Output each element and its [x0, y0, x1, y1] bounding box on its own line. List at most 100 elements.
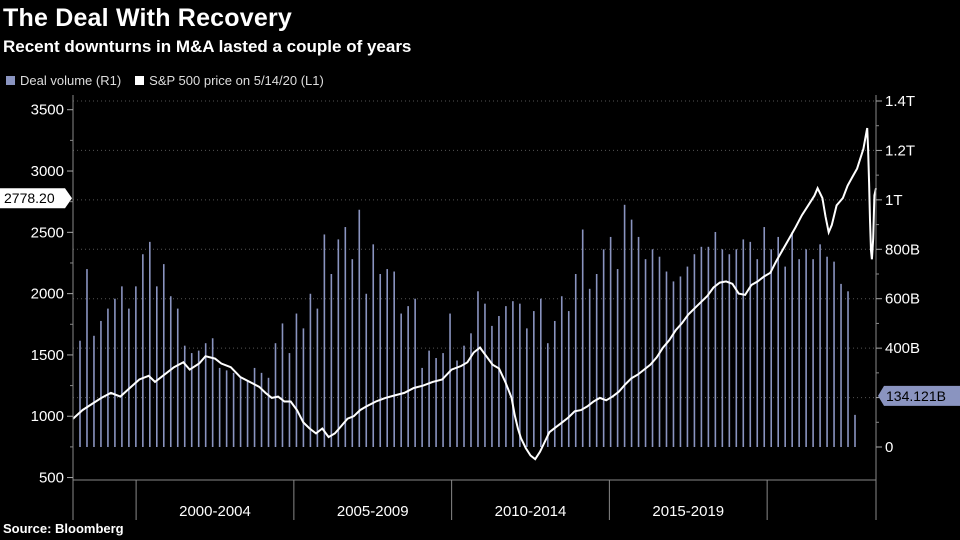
- deal-volume-bar: [784, 266, 786, 447]
- deal-volume-bar: [630, 219, 633, 447]
- deal-volume-bar: [121, 286, 123, 447]
- deal-volume-bar: [826, 256, 828, 447]
- deal-volume-bar: [623, 204, 626, 447]
- deal-volume-bar: [86, 269, 88, 447]
- deal-volume-bar: [156, 286, 158, 447]
- deal-volume-bar: [337, 239, 340, 447]
- deal-volume-bar: [840, 283, 842, 447]
- deal-volume-bar: [847, 291, 849, 447]
- chart-title: The Deal With Recovery: [3, 4, 292, 32]
- deal-volume-bar: [323, 234, 326, 447]
- deal-volume-bar: [379, 274, 382, 447]
- deal-volume-bar: [721, 249, 724, 447]
- left-value-callout-label: 2778.20: [4, 190, 55, 206]
- left-axis-ticks: 500 1000 1500 2000 2500 3000 3500: [31, 102, 73, 487]
- deal-volume-bar: [770, 249, 773, 447]
- deal-volume-bar: [386, 269, 389, 447]
- deal-volume-bar: [477, 291, 479, 447]
- period-label: 2015-2019: [652, 503, 724, 520]
- deal-volume-bar: [149, 241, 151, 447]
- deal-volume-bar: [581, 229, 584, 447]
- deal-volume-bar: [107, 308, 109, 447]
- deal-volume-bar: [491, 325, 493, 447]
- deal-volume-bar: [274, 343, 277, 447]
- chart-legend: Deal volume (R1) S&P 500 price on 5/14/2…: [6, 73, 324, 88]
- deal-volume-bar: [735, 249, 738, 447]
- left-tick-label: 2000: [31, 286, 64, 303]
- deal-volume-bar: [560, 296, 563, 447]
- right-value-callout-box: [878, 385, 960, 406]
- deal-volume-bar: [93, 335, 95, 447]
- deal-volume-bar: [574, 274, 577, 447]
- deal-volume-bar: [679, 276, 682, 447]
- deal-volume-bar: [833, 261, 835, 447]
- deal-volume-bar: [812, 259, 814, 447]
- right-tick-label: 1.2T: [885, 142, 915, 159]
- right-value-callout-label: 134.121B: [886, 388, 946, 404]
- deal-volume-bar: [526, 328, 528, 447]
- deal-volume-bar: [791, 231, 793, 447]
- legend-label-deal-volume: Deal volume (R1): [20, 73, 122, 88]
- deal-volume-bar: [100, 320, 102, 447]
- deal-volume-bar: [553, 320, 556, 447]
- deal-volume-bar: [546, 343, 549, 447]
- sp500-price-line: [72, 127, 877, 461]
- source-note: Source: Bloomberg: [3, 521, 124, 536]
- left-tick-label: 1500: [31, 347, 64, 364]
- deal-volume-bar: [742, 239, 745, 447]
- deal-volume-bar: [505, 306, 507, 447]
- deal-volume-bar: [281, 323, 284, 447]
- legend-label-sp500: S&P 500 price on 5/14/20 (L1): [149, 73, 324, 88]
- deal-volume-bar: [135, 286, 137, 447]
- deal-volume-bar: [442, 353, 444, 447]
- deal-volume-bar: [512, 301, 514, 447]
- period-label: 2010-2014: [495, 503, 567, 520]
- deal-volume-bar: [351, 259, 354, 447]
- deal-volume-bar: [700, 246, 703, 447]
- deal-volume-bar: [162, 264, 165, 447]
- deal-volume-bar: [756, 259, 759, 447]
- deal-volume-bar: [463, 345, 465, 447]
- deal-volume-bar: [533, 311, 535, 447]
- deal-volume-bar: [225, 370, 228, 447]
- deal-volume-bar: [609, 236, 612, 447]
- deal-volume-bar: [519, 303, 521, 447]
- deal-volume-bar: [128, 308, 130, 447]
- left-tick-label: 1000: [31, 408, 64, 425]
- left-tick-label: 3000: [31, 163, 64, 180]
- legend-swatch-bars: [6, 76, 15, 85]
- deal-volume-bar: [232, 372, 235, 447]
- deal-volume-bar: [644, 259, 647, 447]
- legend-item-deal-volume: Deal volume (R1): [6, 73, 121, 88]
- deal-volume-bar: [218, 367, 221, 447]
- deal-volume-bar: [302, 328, 305, 447]
- right-tick-label: 1T: [885, 192, 903, 209]
- chart-subtitle: Recent downturns in M&A lasted a couple …: [3, 37, 412, 56]
- deal-volume-bar: [407, 306, 409, 447]
- deal-volume-bar: [400, 313, 402, 447]
- period-label: 2000-2004: [179, 503, 251, 520]
- deal-volume-bar: [470, 333, 472, 447]
- deal-volume-bar: [372, 244, 375, 447]
- right-tick-label: 0: [885, 439, 893, 456]
- left-value-callout-box: [0, 188, 72, 209]
- deal-volume-bar: [665, 271, 668, 447]
- deal-volume-bars: [79, 204, 856, 447]
- left-tick-label: 3500: [31, 102, 64, 119]
- deal-volume-bar: [707, 246, 710, 447]
- deal-volume-bar: [190, 353, 193, 447]
- period-label: 2005-2009: [337, 503, 409, 520]
- deal-volume-bar: [714, 231, 717, 447]
- deal-volume-bar: [142, 254, 144, 447]
- deal-volume-bar: [79, 340, 81, 447]
- right-tick-label: 1.4T: [885, 93, 915, 110]
- deal-volume-bar: [798, 259, 800, 447]
- deal-volume-bar: [330, 274, 333, 447]
- deal-volume-bar: [316, 308, 319, 447]
- deal-volume-bar: [295, 313, 298, 447]
- deal-volume-bar: [449, 313, 451, 447]
- right-tick-label: 400B: [885, 340, 920, 357]
- deal-volume-bar: [686, 266, 689, 447]
- deal-volume-bar: [176, 308, 179, 447]
- deal-volume-bar: [260, 372, 263, 447]
